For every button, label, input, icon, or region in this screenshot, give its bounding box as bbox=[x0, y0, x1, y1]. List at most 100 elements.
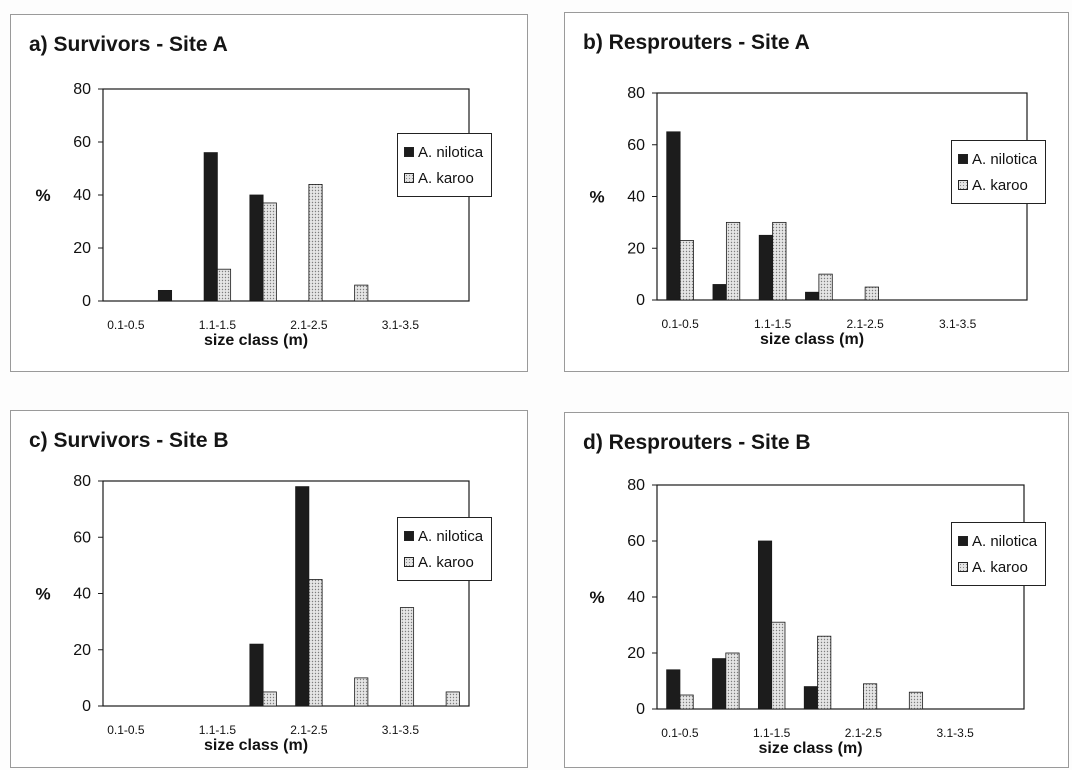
y-tick-label: 20 bbox=[73, 240, 91, 257]
x-tick-label: 0.1-0.5 bbox=[107, 318, 145, 332]
chart-legend: A. nilotica A. karoo bbox=[397, 517, 493, 581]
bar-karoo bbox=[817, 635, 832, 710]
y-axis-label: % bbox=[35, 585, 50, 604]
plot-area bbox=[102, 480, 470, 707]
chart-svg: 0 20 40 60 80% 0.1-0.5 1.1-1.5 2.1-2.5 3.1-3.5 si… bbox=[589, 477, 1025, 757]
y-tick-label: 80 bbox=[627, 85, 645, 102]
chart-panel-a: 0 20 40 60 80% 0.1-0.5 1.1-1.5 2.1-2.5 3.1-3.5 si… bbox=[10, 14, 528, 372]
y-tick-label: 40 bbox=[627, 189, 645, 206]
chart-svg: 0 20 40 60 80% 0.1-0.5 1.1-1.5 2.1-2.5 3.1-3.5 si… bbox=[35, 473, 470, 754]
x-tick-label: 1.1-1.5 bbox=[753, 726, 791, 740]
x-tick-label: 0.1-0.5 bbox=[661, 317, 699, 331]
x-tick-label: 0.1-0.5 bbox=[661, 726, 699, 740]
bar-nilotica bbox=[803, 686, 818, 710]
legend-label-nilotica: A. nilotica bbox=[418, 143, 484, 161]
chart-panel-c: 0 20 40 60 80% 0.1-0.5 1.1-1.5 2.1-2.5 3.1-3.5 si… bbox=[10, 410, 528, 768]
bar-karoo bbox=[864, 286, 879, 301]
bar-karoo bbox=[399, 607, 415, 707]
chart-panel-d: 0 20 40 60 80% 0.1-0.5 1.1-1.5 2.1-2.5 3.1-3.5 si… bbox=[564, 412, 1069, 768]
legend-label-karoo: A. karoo bbox=[418, 169, 474, 187]
y-tick-label: 0 bbox=[82, 293, 91, 310]
y-tick-label: 80 bbox=[73, 473, 91, 490]
bar-karoo bbox=[308, 579, 323, 707]
bar-karoo bbox=[725, 221, 741, 301]
legend-label-nilotica: A. nilotica bbox=[972, 532, 1038, 550]
x-tick-label: 2.1-2.5 bbox=[846, 317, 884, 331]
chart-svg: 0 20 40 60 80% 0.1-0.5 1.1-1.5 2.1-2.5 3.1-3.5 si… bbox=[35, 81, 470, 349]
x-axis-label: size class (m) bbox=[760, 331, 864, 348]
chart-title: a) Survivors - Site A bbox=[29, 33, 228, 56]
legend-label-karoo: A. karoo bbox=[418, 553, 474, 571]
y-axis-label: % bbox=[589, 188, 604, 207]
legend-item-nilotica: A. nilotica bbox=[958, 146, 1037, 172]
x-tick-label: 2.1-2.5 bbox=[290, 723, 328, 737]
bar-nilotica bbox=[249, 643, 264, 707]
bar-karoo bbox=[863, 683, 878, 710]
y-tick-label: 60 bbox=[73, 529, 91, 546]
bar-nilotica bbox=[666, 131, 681, 301]
legend-swatch-nilotica bbox=[404, 531, 414, 541]
chart-title: b) Resprouters - Site A bbox=[583, 31, 810, 54]
legend-item-nilotica: A. nilotica bbox=[404, 523, 483, 549]
legend-label-karoo: A. karoo bbox=[972, 558, 1028, 576]
y-tick-label: 0 bbox=[82, 698, 91, 715]
bar-karoo bbox=[262, 691, 277, 707]
x-tick-label: 3.1-3.5 bbox=[939, 317, 977, 331]
legend-label-nilotica: A. nilotica bbox=[418, 527, 484, 545]
legend-label-nilotica: A. nilotica bbox=[972, 150, 1038, 168]
legend-item-nilotica: A. nilotica bbox=[958, 528, 1037, 554]
legend-item-karoo: A. karoo bbox=[404, 549, 483, 575]
y-tick-label: 40 bbox=[73, 187, 91, 204]
legend-swatch-karoo bbox=[958, 562, 968, 572]
x-tick-label: 3.1-3.5 bbox=[382, 318, 420, 332]
bar-nilotica bbox=[712, 658, 727, 710]
legend-swatch-karoo bbox=[404, 557, 414, 567]
x-axis-label: size class (m) bbox=[204, 332, 308, 349]
y-tick-label: 20 bbox=[627, 645, 645, 662]
chart-legend: A. nilotica A. karoo bbox=[951, 522, 1047, 586]
bar-nilotica bbox=[666, 669, 681, 710]
chart-legend: A. nilotica A. karoo bbox=[951, 140, 1047, 204]
legend-swatch-nilotica bbox=[404, 147, 414, 157]
y-tick-label: 60 bbox=[73, 134, 91, 151]
y-tick-label: 20 bbox=[73, 642, 91, 659]
bar-nilotica bbox=[805, 291, 820, 301]
legend-item-karoo: A. karoo bbox=[958, 554, 1037, 580]
legend-swatch-nilotica bbox=[958, 154, 968, 164]
bar-karoo bbox=[908, 691, 924, 710]
x-tick-label: 1.1-1.5 bbox=[199, 723, 237, 737]
y-tick-label: 60 bbox=[627, 137, 645, 154]
bar-karoo bbox=[771, 621, 786, 710]
bar-karoo bbox=[679, 694, 694, 710]
bar-karoo bbox=[679, 240, 694, 301]
y-axis-label: % bbox=[589, 588, 604, 607]
chart-panel-b: 0 20 40 60 80% 0.1-0.5 1.1-1.5 2.1-2.5 3.1-3.5 si… bbox=[564, 12, 1069, 372]
bar-karoo bbox=[354, 284, 369, 302]
bar-nilotica bbox=[203, 152, 218, 302]
y-tick-label: 40 bbox=[73, 586, 91, 603]
x-tick-label: 3.1-3.5 bbox=[382, 723, 420, 737]
bar-nilotica bbox=[295, 486, 310, 707]
bar-nilotica bbox=[712, 284, 727, 301]
bar-karoo bbox=[725, 652, 740, 710]
x-tick-label: 3.1-3.5 bbox=[937, 726, 975, 740]
bar-karoo bbox=[445, 691, 460, 707]
x-tick-label: 1.1-1.5 bbox=[199, 318, 237, 332]
legend-item-karoo: A. karoo bbox=[958, 172, 1037, 198]
bar-nilotica bbox=[157, 289, 173, 302]
chart-title: d) Resprouters - Site B bbox=[583, 431, 811, 454]
bar-karoo bbox=[772, 221, 787, 301]
bar-karoo bbox=[354, 677, 369, 707]
plot-area bbox=[656, 484, 1025, 710]
chart-svg: 0 20 40 60 80% 0.1-0.5 1.1-1.5 2.1-2.5 3.1-3.5 si… bbox=[589, 85, 1028, 348]
legend-label-karoo: A. karoo bbox=[972, 176, 1028, 194]
bar-karoo bbox=[262, 202, 277, 302]
y-tick-label: 80 bbox=[73, 81, 91, 98]
y-tick-label: 20 bbox=[627, 240, 645, 257]
y-tick-label: 60 bbox=[627, 533, 645, 550]
x-tick-label: 2.1-2.5 bbox=[290, 318, 328, 332]
x-tick-label: 1.1-1.5 bbox=[754, 317, 792, 331]
legend-item-karoo: A. karoo bbox=[404, 165, 483, 191]
bar-karoo bbox=[818, 273, 833, 301]
legend-item-nilotica: A. nilotica bbox=[404, 139, 483, 165]
